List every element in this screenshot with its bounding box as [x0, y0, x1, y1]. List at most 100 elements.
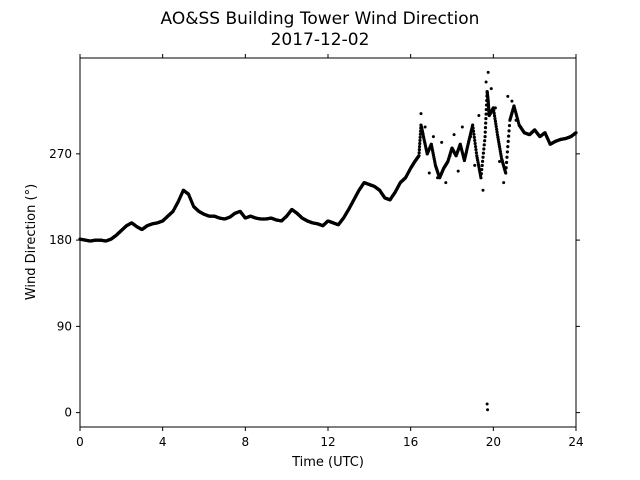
- data-point: [506, 94, 510, 98]
- data-point-fill: [505, 150, 509, 154]
- data-point-fill: [418, 135, 422, 139]
- data-point: [493, 106, 497, 110]
- data-point-fill: [504, 166, 508, 170]
- data-point: [486, 408, 490, 412]
- data-point: [477, 114, 481, 118]
- y-axis-label: Wind Direction (°): [24, 184, 39, 300]
- data-point-fill: [484, 116, 488, 121]
- data-point-fill: [418, 141, 422, 146]
- data-point-fill: [480, 159, 485, 163]
- data-point: [452, 133, 456, 137]
- data-point-fill: [495, 130, 499, 134]
- data-point-fill: [480, 167, 484, 172]
- data-point-fill: [497, 140, 501, 144]
- data-point-fill: [506, 139, 510, 143]
- data-point-fill: [494, 125, 498, 129]
- data-point: [481, 188, 485, 192]
- data-point-fill: [506, 145, 510, 149]
- data-point-fill: [483, 130, 487, 134]
- data-point-fill: [482, 147, 486, 151]
- data-point-fill: [484, 121, 488, 125]
- data-point: [489, 87, 493, 91]
- data-point: [504, 171, 508, 175]
- data-point-fill: [499, 154, 503, 158]
- data-point: [419, 112, 423, 116]
- data-point-fill: [492, 111, 496, 115]
- tick-label: 90: [57, 319, 72, 333]
- data-point-fill: [479, 172, 483, 176]
- chart-title: AO&SS Building Tower Wind Direction: [161, 9, 480, 29]
- data-point-fill: [505, 155, 509, 159]
- tick-label: 8: [242, 435, 250, 449]
- data-point: [473, 163, 477, 167]
- data-point: [495, 133, 500, 137]
- data-point-fill: [417, 151, 421, 155]
- data-point-fill: [504, 160, 509, 165]
- data-point-fill: [473, 138, 477, 143]
- axis-ticks: 0 4 8 12 16 20 24 0 90 180 270: [49, 54, 584, 449]
- data-point: [427, 171, 431, 175]
- tick-label: 270: [49, 147, 72, 161]
- data-point-fill: [481, 155, 485, 159]
- data-point-fill: [492, 108, 496, 113]
- data-point: [431, 135, 435, 139]
- tick-label: 0: [64, 406, 72, 420]
- data-point-fill: [498, 147, 502, 151]
- data-point: [510, 99, 514, 103]
- data-point-fill: [418, 132, 422, 136]
- data-point: [486, 70, 490, 74]
- tick-label: 24: [568, 435, 583, 449]
- data-point-fill: [507, 123, 512, 128]
- tick-label: 12: [320, 435, 335, 449]
- data-point-fill: [493, 119, 497, 123]
- data-point-fill: [495, 127, 499, 131]
- data-point: [460, 125, 464, 129]
- data-point-fill: [497, 145, 502, 149]
- plot-frame: [79, 57, 577, 428]
- data-point-fill: [480, 163, 484, 168]
- data-point: [469, 135, 473, 139]
- tick-label: 4: [159, 435, 167, 449]
- data-point-fill: [484, 112, 488, 116]
- data-point: [436, 176, 440, 180]
- data-point: [456, 169, 460, 173]
- data-points: [78, 70, 578, 412]
- data-point-fill: [472, 132, 476, 136]
- data-point: [423, 125, 427, 129]
- data-point: [417, 154, 421, 158]
- data-point: [440, 140, 444, 144]
- data-point-fill: [496, 135, 500, 139]
- chart-subtitle: 2017-12-02: [271, 30, 370, 50]
- data-point-fill: [498, 149, 502, 154]
- tick-label: 0: [76, 435, 84, 449]
- data-point: [484, 80, 488, 84]
- tick-label: 20: [486, 435, 501, 449]
- data-point-fill: [471, 129, 476, 133]
- data-point: [464, 150, 468, 154]
- data-point: [498, 160, 502, 164]
- data-point-fill: [417, 144, 422, 149]
- data-point-fill: [471, 126, 475, 130]
- data-point: [448, 154, 452, 158]
- data-point: [471, 123, 475, 127]
- data-point: [514, 118, 518, 122]
- data-point-fill: [473, 144, 478, 149]
- data-point: [479, 176, 483, 180]
- data-point-fill: [482, 143, 486, 147]
- tick-label: 16: [403, 435, 418, 449]
- data-point-fill: [473, 141, 477, 146]
- data-point-fill: [494, 122, 498, 126]
- data-point: [444, 181, 448, 185]
- data-point-fill: [507, 129, 511, 133]
- data-point-fill: [483, 125, 488, 130]
- data-point-fill: [472, 135, 476, 139]
- data-point-fill: [418, 138, 422, 143]
- data-point-fill: [481, 151, 486, 155]
- data-point: [483, 134, 487, 139]
- data-point-fill: [474, 148, 478, 152]
- data-point-fill: [484, 107, 488, 112]
- data-point-fill: [493, 116, 497, 121]
- data-point-fill: [499, 152, 503, 156]
- tick-label: 180: [49, 233, 72, 247]
